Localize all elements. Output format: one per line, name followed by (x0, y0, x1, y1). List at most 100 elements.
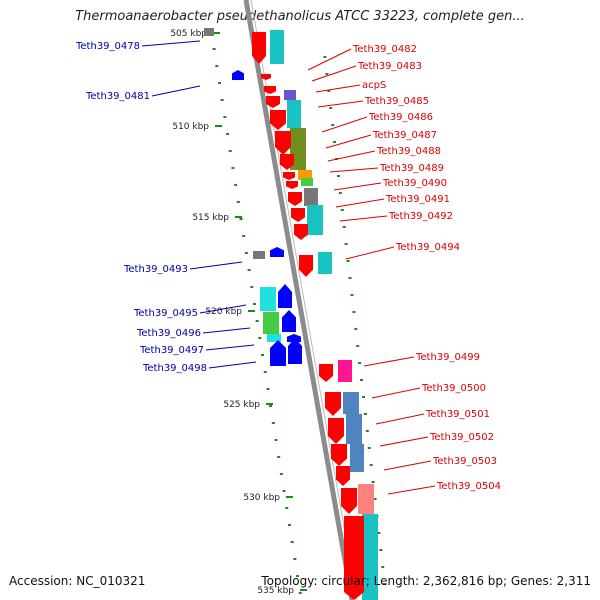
gene-label[interactable]: Teth39_0503 (432, 456, 497, 467)
ruler-dot (220, 99, 224, 101)
forward-gene-arrow[interactable] (252, 32, 266, 64)
cog-block (263, 312, 279, 334)
reverse-gene-arrow[interactable] (278, 284, 292, 308)
ruler-dot (239, 218, 243, 220)
cog-block (301, 178, 313, 186)
forward-gene-arrow[interactable] (319, 364, 333, 382)
forward-gene-arrow[interactable] (264, 86, 276, 94)
gene-label[interactable]: Teth39_0488 (376, 146, 441, 157)
forward-gene-arrow[interactable] (288, 192, 302, 206)
gene-label[interactable]: Teth39_0499 (415, 352, 480, 363)
forward-gene-arrow[interactable] (270, 110, 286, 130)
gene-label[interactable]: Teth39_0485 (364, 96, 429, 107)
reverse-gene-arrow[interactable] (270, 247, 284, 257)
cog-block (346, 414, 362, 444)
gene-track[interactable] (232, 32, 364, 600)
ruler-dot (369, 464, 373, 466)
forward-gene-arrow[interactable] (275, 131, 291, 155)
ruler-tick (300, 589, 307, 591)
ruler-dot (325, 73, 329, 75)
gene-leader-line (383, 460, 432, 471)
gene-label[interactable]: Teth39_0502 (429, 432, 494, 443)
gene-label[interactable]: Teth39_0489 (379, 163, 444, 174)
forward-gene-arrow[interactable] (325, 392, 341, 416)
ruler-dot (271, 422, 275, 424)
ruler-dot (282, 490, 286, 492)
forward-gene-arrow[interactable] (328, 418, 344, 444)
gene-label[interactable]: Teth39_0487 (372, 130, 437, 141)
gene-label[interactable]: acpS (362, 80, 386, 91)
ruler-dot (333, 141, 337, 143)
forward-gene-arrow[interactable] (286, 181, 298, 189)
gene-label[interactable]: Teth39_0495 (133, 308, 198, 319)
gene-label[interactable]: Teth39_0492 (388, 211, 453, 222)
gene-leader-line (311, 65, 357, 82)
ruler-dot (361, 396, 365, 398)
forward-gene-arrow[interactable] (294, 224, 308, 240)
ruler-dot (344, 243, 348, 245)
cog-block (267, 334, 281, 342)
ruler-dot (327, 90, 331, 92)
gene-label[interactable]: Teth39_0478 (75, 41, 140, 52)
ruler-dot (365, 430, 369, 432)
reverse-gene-arrow[interactable] (270, 340, 286, 366)
gene-label[interactable]: Teth39_0490 (382, 178, 447, 189)
gene-label[interactable]: Teth39_0481 (85, 91, 150, 102)
reverse-gene-arrow[interactable] (282, 310, 296, 332)
ruler-dot (373, 498, 377, 500)
gene-label[interactable]: Teth39_0491 (385, 194, 450, 205)
forward-gene-arrow[interactable] (341, 488, 357, 514)
reverse-gene-arrow[interactable] (288, 338, 302, 364)
cog-block (270, 30, 284, 64)
ruler-label: 505 kbp (170, 29, 207, 39)
gene-label[interactable]: Teth39_0498 (142, 363, 207, 374)
cog-block (304, 188, 318, 206)
gene-label[interactable]: Teth39_0486 (368, 112, 433, 123)
gene-leader-line (379, 436, 429, 447)
gene-label[interactable]: Teth39_0504 (436, 481, 501, 492)
ruler-dot (231, 167, 235, 169)
gene-label[interactable]: Teth39_0493 (123, 264, 188, 275)
forward-gene-arrow[interactable] (344, 516, 364, 600)
gene-leader-line (333, 182, 382, 191)
gene-leader-line (375, 413, 425, 425)
ruler-dot (346, 260, 350, 262)
reverse-gene-arrow[interactable] (232, 70, 244, 80)
reverse-gene-arrow[interactable] (287, 334, 301, 342)
gene-label[interactable]: Teth39_0496 (136, 328, 201, 339)
gene-label[interactable]: Teth39_0494 (395, 242, 460, 253)
forward-gene-arrow[interactable] (261, 74, 271, 80)
gene-label[interactable]: Teth39_0497 (139, 345, 204, 356)
ruler-dot (293, 558, 297, 560)
ruler-dot (285, 507, 289, 509)
forward-gene-arrow[interactable] (280, 154, 294, 170)
gene-leader-line (317, 100, 364, 108)
gene-leader-line (315, 84, 361, 93)
forward-gene-arrow[interactable] (266, 96, 280, 108)
forward-gene-arrow[interactable] (291, 208, 305, 222)
ruler-dot (356, 345, 360, 347)
ruler-dot (342, 226, 346, 228)
gene-leader-line (325, 134, 372, 149)
ruler-label: 535 kbp (257, 586, 294, 596)
axis-line (243, 0, 355, 600)
ruler-dot (381, 566, 385, 568)
gene-label[interactable]: Teth39_0500 (421, 383, 486, 394)
ruler-dot (331, 124, 335, 126)
gene-label[interactable]: Teth39_0501 (425, 409, 490, 420)
gene-label[interactable]: Teth39_0482 (352, 44, 417, 55)
cog-track (204, 28, 378, 600)
cog-block (343, 392, 359, 414)
ruler-label: 525 kbp (223, 400, 260, 410)
forward-gene-arrow[interactable] (336, 466, 350, 486)
accession-label: Accession: NC_010321 (9, 574, 146, 588)
ruler-dot (223, 116, 227, 118)
gene-labels[interactable]: Teth39_0482 Teth39_0483 acpS Teth39_0485 Tet… (75, 40, 501, 495)
gene-label[interactable]: Teth39_0483 (357, 61, 422, 72)
ruler-dot (287, 524, 291, 526)
forward-gene-arrow[interactable] (299, 255, 313, 277)
ruler-dot (217, 82, 221, 84)
forward-gene-arrow[interactable] (283, 172, 295, 180)
forward-gene-arrow[interactable] (331, 444, 347, 466)
